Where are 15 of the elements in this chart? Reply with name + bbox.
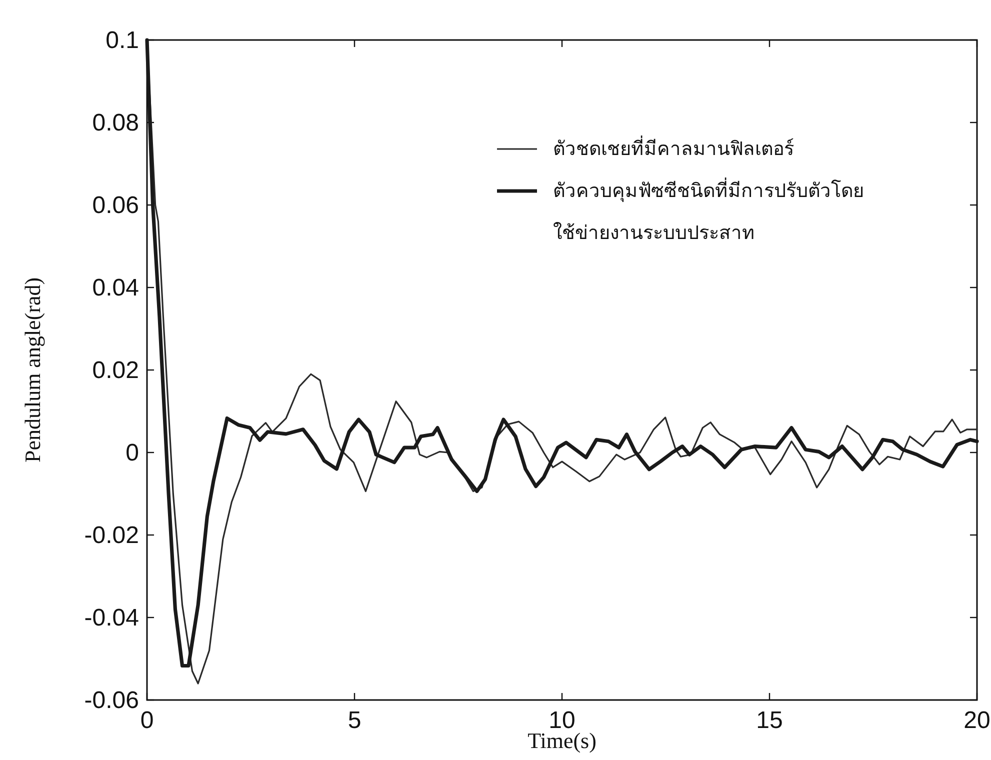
y-tick-label: 0.08 [92, 110, 139, 136]
y-tick-label: -0.06 [84, 687, 139, 714]
y-tick-label: 0.06 [92, 192, 139, 219]
x-tick-label: 5 [348, 707, 362, 734]
y-axis-title: Pendulum angle(rad) [20, 277, 45, 463]
y-tick-label: -0.02 [84, 522, 139, 549]
x-tick-label: 20 [964, 707, 990, 734]
y-tick-label: -0.04 [84, 604, 139, 632]
legend-label: ตัวชดเชยที่มีคาลมานฟิลเตอร์ [553, 135, 794, 160]
y-tick-label: 0.02 [92, 357, 139, 384]
y-tick-label: 0 [126, 440, 139, 466]
x-tick-label: 15 [756, 707, 783, 734]
y-tick-label: 0.04 [92, 274, 139, 302]
legend-label: ตัวควบคุมฟัซซีชนิดที่มีการปรับตัวโดยใช้ข่ายงานระบบประสาท [553, 177, 864, 244]
y-tick-label: 0.1 [106, 27, 139, 54]
